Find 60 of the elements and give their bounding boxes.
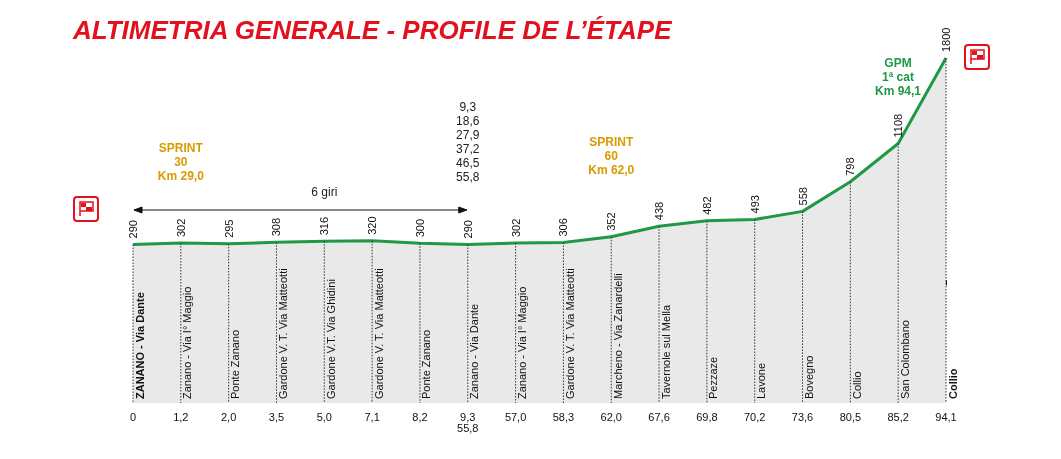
data-label: 306: [557, 218, 570, 237]
text: Lavone: [755, 362, 768, 399]
text: Ponte Zanano: [229, 329, 242, 399]
annotation: Marcheno - Via Zanardelli: [611, 273, 624, 399]
x-tick-label: 3,5: [268, 410, 285, 423]
data-label: 320: [366, 216, 379, 235]
x-tick-label: 0: [129, 410, 137, 423]
text: San Colombano: [898, 320, 911, 399]
x-tick-label: 2,0: [221, 410, 237, 423]
x-tick-label: 69,8: [696, 410, 718, 423]
data-label: 798: [844, 157, 857, 176]
x-tick-label: 7,1: [364, 410, 380, 423]
x-tick-label: 8,2: [412, 410, 428, 423]
data-label: 290: [127, 220, 139, 239]
annotation: Gardone V. T. Via Matteotti: [276, 268, 289, 399]
x-tick-label: 70,2: [743, 410, 766, 423]
x-tick-label: 73,6: [791, 410, 814, 423]
data-label: 1108: [892, 113, 905, 138]
annotation: GPM 1ª cat Km 94,1: [874, 56, 922, 98]
text: Zanano - Via I° Maggio: [516, 286, 529, 399]
x-tick-label: 94,1: [935, 410, 957, 423]
x-tick-label: 1,2: [173, 410, 189, 423]
data-label: 300: [413, 218, 426, 238]
data-label: 482: [700, 196, 713, 215]
x-tick-label: 67,6: [648, 410, 670, 423]
annotation: Gardone V. T. Via Matteotti: [372, 268, 385, 399]
data-label: 290: [461, 220, 474, 239]
x-tick-label: 9,3 55,8: [457, 410, 479, 434]
chart-title: ALTIMETRIA GENERALE - PROFILE DE L’ÉTAPE: [72, 15, 673, 45]
x-tick-label: 58,3: [552, 410, 575, 423]
annotation: SPRINT 30 Km 29,0: [157, 141, 205, 183]
text: ZANANO - Via Dante: [133, 292, 146, 399]
annotation: Gardone V. T. Via Matteotti: [563, 268, 576, 399]
x-tick-label: 80,5: [839, 410, 862, 423]
text: Bovegno: [803, 355, 816, 399]
text: Collio: [850, 371, 863, 399]
x-tick-label: 62,0: [600, 410, 622, 423]
data-label: 1800: [940, 27, 952, 52]
data-label: 308: [270, 217, 283, 237]
text: Collio: [946, 368, 959, 399]
data-label: 302: [174, 218, 187, 237]
data-label: 558: [796, 187, 809, 206]
data-label: 316: [318, 216, 331, 236]
annotation: 9,3 18,6 27,9 37,2 46,5 55,8: [456, 100, 480, 185]
text: Zanano - Via Dante: [468, 303, 481, 399]
text: Zanano - Via I° Maggio: [181, 286, 194, 399]
data-label: 352: [605, 212, 618, 231]
text: Pezzaze: [707, 356, 720, 399]
annotation: 6 giri: [311, 185, 338, 200]
x-tick-label: 5,0: [316, 410, 332, 423]
data-label: 438: [653, 201, 666, 221]
x-tick-label: 57,0: [504, 410, 527, 423]
annotation: Gardone V.T. Via Ghidini: [324, 279, 337, 399]
annotation: SPRINT 60 Km 62,0: [588, 134, 635, 177]
data-label: 493: [748, 195, 761, 214]
x-tick-label: 85,2: [887, 410, 909, 423]
text: Ponte Zanano: [420, 329, 433, 399]
data-label: 302: [509, 218, 522, 237]
text: Tavernole sul Mella: [659, 303, 672, 399]
data-label: 295: [222, 219, 235, 238]
